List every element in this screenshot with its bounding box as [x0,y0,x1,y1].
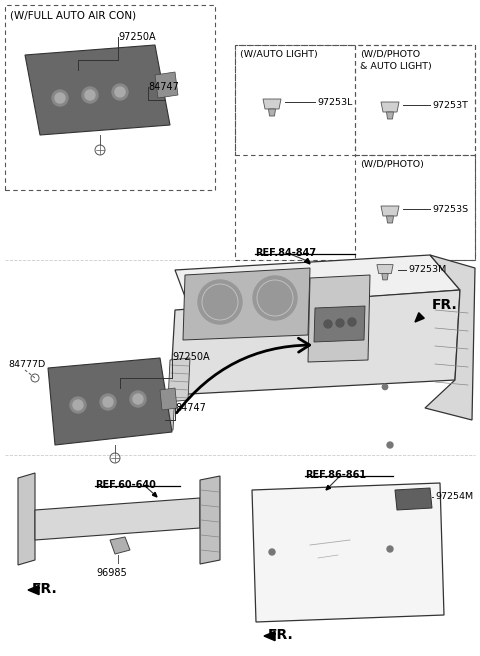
Circle shape [103,397,113,407]
Polygon shape [18,473,35,565]
Text: REF.86-861: REF.86-861 [305,470,366,480]
Bar [355,45,475,155]
Circle shape [348,318,356,326]
Polygon shape [326,485,331,490]
Polygon shape [415,313,424,322]
Polygon shape [263,99,281,109]
Text: & AUTO LIGHT): & AUTO LIGHT) [360,62,432,71]
Bar [235,45,475,260]
Circle shape [73,400,83,410]
Circle shape [100,394,116,410]
Circle shape [253,276,297,320]
Polygon shape [28,585,39,595]
Polygon shape [386,112,394,119]
Text: (W/D/PHOTO): (W/D/PHOTO) [360,160,424,169]
Text: 97253L: 97253L [317,98,352,107]
Circle shape [130,391,146,407]
Polygon shape [381,102,399,112]
Circle shape [55,93,65,103]
Circle shape [269,549,275,555]
Text: FR.: FR. [268,628,294,642]
Circle shape [112,84,128,100]
Polygon shape [160,388,177,410]
Polygon shape [152,493,157,497]
Text: 97250A: 97250A [118,32,156,42]
Polygon shape [304,258,310,264]
Polygon shape [425,255,475,420]
Text: 84777D: 84777D [8,360,45,369]
Text: 97250A: 97250A [172,352,210,362]
Polygon shape [252,483,444,622]
Polygon shape [200,476,220,564]
Bar [355,155,475,260]
Text: FR.: FR. [432,298,458,312]
Text: REF.60-640: REF.60-640 [95,480,156,490]
Circle shape [336,319,344,327]
Polygon shape [377,264,393,274]
Text: 97254M: 97254M [435,492,473,501]
Circle shape [382,384,388,390]
Polygon shape [170,290,460,395]
Polygon shape [183,268,310,340]
Circle shape [324,320,332,328]
Polygon shape [386,216,394,223]
Circle shape [387,546,393,552]
Bar [235,45,355,155]
Polygon shape [158,393,175,432]
Polygon shape [308,275,370,362]
Polygon shape [175,255,460,310]
Polygon shape [35,498,200,540]
Text: (W/FULL AUTO AIR CON): (W/FULL AUTO AIR CON) [10,10,136,20]
Circle shape [52,90,68,106]
Circle shape [387,442,393,448]
Polygon shape [155,72,178,98]
Bar [5,5,215,190]
Text: 96985: 96985 [96,568,127,578]
Text: (W/D/PHOTO: (W/D/PHOTO [360,50,420,59]
Polygon shape [110,537,130,554]
Circle shape [133,394,143,404]
Circle shape [82,87,98,103]
Text: 84747: 84747 [148,82,179,92]
Text: REF.84-847: REF.84-847 [255,248,316,258]
FancyArrowPatch shape [177,338,310,413]
Circle shape [70,397,86,413]
Text: 97253M: 97253M [408,265,446,274]
Circle shape [85,90,95,100]
Polygon shape [268,109,276,116]
Circle shape [198,280,242,324]
Text: FR.: FR. [32,582,58,596]
Polygon shape [168,358,190,402]
Polygon shape [395,488,432,510]
Polygon shape [381,206,399,216]
Polygon shape [264,631,275,641]
Polygon shape [314,306,365,342]
Text: 97253T: 97253T [432,101,468,110]
Circle shape [115,87,125,97]
Text: (W/AUTO LIGHT): (W/AUTO LIGHT) [240,50,318,59]
Polygon shape [382,274,388,280]
Text: 84747: 84747 [175,403,206,413]
Polygon shape [48,358,172,445]
Polygon shape [25,45,170,135]
Text: 97253S: 97253S [432,205,468,214]
